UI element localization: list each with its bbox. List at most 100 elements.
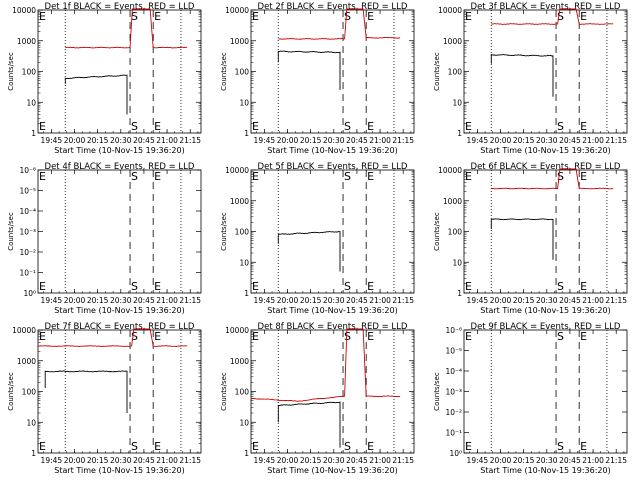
- x-tick-label: 21:15: [179, 296, 201, 305]
- y-tick-label: 1000: [17, 37, 36, 46]
- marker-label-bottom: E: [367, 120, 374, 133]
- marker-label-top: S: [344, 330, 351, 343]
- marker-label-top: E: [367, 330, 374, 343]
- events-series-line: [64, 74, 128, 115]
- x-tick-label: 20:30: [536, 136, 558, 145]
- x-tick-label: 21:15: [179, 456, 201, 465]
- marker-label-bottom: S: [557, 120, 564, 133]
- x-tick-label: 20:15: [87, 456, 109, 465]
- x-axis-label: Start Time (10-Nov-15 19:36:20): [480, 306, 610, 315]
- y-axis-label: Counts/sec: [7, 372, 15, 411]
- marker-label-top: E: [367, 170, 374, 183]
- x-tick-label: 20:30: [110, 296, 132, 305]
- y-tick-label: 1000: [230, 357, 249, 366]
- x-tick-label: 20:00: [64, 136, 86, 145]
- y-tick-label: 1: [244, 289, 249, 298]
- marker-label-bottom: E: [154, 440, 161, 453]
- marker-label-bottom: E: [367, 280, 374, 293]
- x-tick-label: 20:00: [64, 456, 86, 465]
- y-tick-label: 10⁻³: [19, 228, 36, 237]
- marker-label-top: S: [557, 10, 564, 23]
- marker-label-bottom: E: [465, 280, 472, 293]
- x-tick-label: 20:00: [490, 136, 512, 145]
- y-tick-label: 10000: [225, 326, 249, 335]
- marker-label-top: E: [465, 10, 472, 23]
- x-axis-label: Start Time (10-Nov-15 19:36:20): [267, 146, 397, 155]
- x-tick-label: 21:00: [369, 136, 391, 145]
- y-tick-label: 100: [235, 68, 250, 77]
- x-tick-label: 19:45: [467, 136, 489, 145]
- y-axis-label: Counts/sec: [7, 212, 15, 251]
- marker-label-bottom: E: [252, 280, 259, 293]
- x-tick-label: 21:00: [156, 296, 178, 305]
- marker-label-top: E: [154, 170, 161, 183]
- y-tick-label: 1000: [230, 197, 249, 206]
- plot-frame: [250, 329, 415, 454]
- marker-label-top: S: [131, 170, 138, 183]
- x-tick-label: 20:00: [490, 296, 512, 305]
- marker-label-top: E: [465, 330, 472, 343]
- x-axis-label: Start Time (10-Nov-15 19:36:20): [54, 306, 184, 315]
- x-tick-label: 21:15: [179, 136, 201, 145]
- x-tick-label: 21:00: [582, 456, 604, 465]
- x-tick-label: 21:00: [369, 456, 391, 465]
- x-tick-label: 19:45: [41, 456, 63, 465]
- x-tick-label: 20:45: [346, 296, 368, 305]
- panel-title: Det 9f BLACK = Events, RED = LLD: [471, 322, 621, 332]
- x-tick-label: 20:45: [346, 136, 368, 145]
- x-tick-label: 20:00: [277, 296, 299, 305]
- lld-series-line: [491, 168, 614, 190]
- plot-frame: [37, 329, 202, 454]
- x-axis-label: Start Time (10-Nov-15 19:36:20): [54, 146, 184, 155]
- x-tick-label: 20:15: [300, 456, 322, 465]
- marker-label-top: S: [344, 170, 351, 183]
- y-tick-label: 10: [239, 258, 249, 267]
- marker-label-top: E: [367, 10, 374, 23]
- y-tick-label: 10: [239, 418, 249, 427]
- marker-label-bottom: S: [344, 120, 351, 133]
- y-axis-label: Counts/sec: [433, 372, 441, 411]
- x-tick-label: 21:00: [582, 136, 604, 145]
- y-tick-label: 100: [235, 388, 250, 397]
- x-tick-label: 19:45: [467, 296, 489, 305]
- y-tick-label: 10⁻⁵: [445, 347, 462, 356]
- x-axis-label: Start Time (10-Nov-15 19:36:20): [480, 146, 610, 155]
- lld-series-line: [37, 328, 188, 347]
- x-tick-label: 21:15: [605, 136, 627, 145]
- lld-series-line: [491, 8, 614, 25]
- x-tick-label: 20:30: [536, 456, 558, 465]
- marker-label-bottom: S: [131, 440, 138, 453]
- marker-label-top: E: [580, 170, 587, 183]
- marker-label-top: S: [557, 330, 564, 343]
- y-tick-label: 10: [26, 418, 36, 427]
- marker-label-bottom: E: [252, 440, 259, 453]
- y-tick-label: 10⁻⁵: [19, 187, 36, 196]
- x-tick-label: 21:15: [392, 296, 414, 305]
- y-tick-label: 1000: [443, 37, 462, 46]
- x-tick-label: 20:15: [300, 296, 322, 305]
- marker-label-top: E: [252, 330, 259, 343]
- y-tick-label: 100: [448, 228, 463, 237]
- marker-label-top: E: [39, 330, 46, 343]
- x-tick-label: 20:45: [346, 456, 368, 465]
- x-tick-label: 20:00: [490, 456, 512, 465]
- y-tick-label: 10000: [225, 6, 249, 15]
- y-axis-label: Counts/sec: [7, 52, 15, 91]
- y-tick-label: 10⁻¹: [445, 429, 462, 438]
- y-axis-label: Counts/sec: [220, 372, 228, 411]
- y-tick-label: 10000: [225, 166, 249, 175]
- x-tick-label: 20:15: [513, 456, 535, 465]
- marker-label-bottom: E: [580, 440, 587, 453]
- marker-label-bottom: E: [39, 440, 46, 453]
- x-tick-label: 20:30: [323, 136, 345, 145]
- y-tick-label: 10⁻²: [19, 248, 36, 257]
- marker-label-bottom: E: [465, 440, 472, 453]
- x-axis-label: Start Time (10-Nov-15 19:36:20): [267, 466, 397, 475]
- plot-frame: [250, 9, 415, 134]
- marker-label-top: E: [580, 330, 587, 343]
- marker-label-top: S: [131, 10, 138, 23]
- marker-label-bottom: S: [131, 280, 138, 293]
